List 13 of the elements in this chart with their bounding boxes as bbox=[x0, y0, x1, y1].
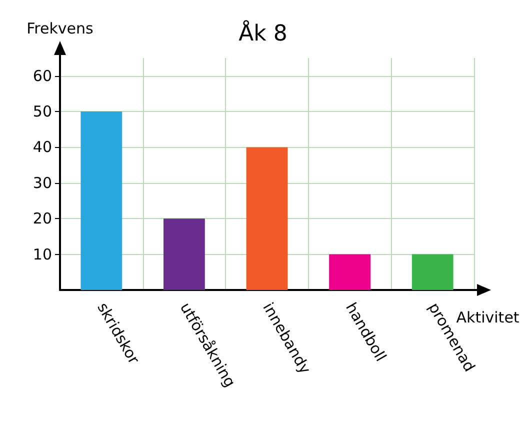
bar bbox=[329, 254, 370, 290]
y-axis-title: Frekvens bbox=[26, 20, 94, 38]
bar bbox=[80, 112, 122, 290]
bar bbox=[164, 218, 205, 290]
y-tick-label: 60 bbox=[32, 66, 52, 85]
y-tick-label: 30 bbox=[32, 174, 52, 192]
y-tick-label: 40 bbox=[32, 138, 52, 156]
bar bbox=[412, 254, 454, 290]
y-tick-label: 50 bbox=[32, 102, 52, 121]
y-tick-label: 20 bbox=[32, 210, 52, 228]
bar bbox=[246, 147, 288, 290]
y-tick-label: 10 bbox=[32, 245, 52, 264]
chart-title: Åk 8 bbox=[238, 20, 288, 46]
